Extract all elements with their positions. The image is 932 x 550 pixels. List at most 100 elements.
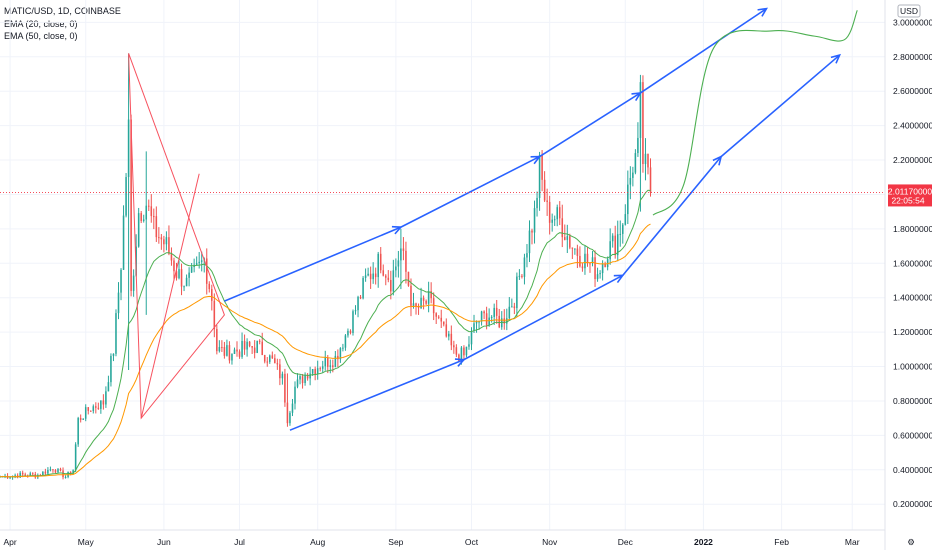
candle-body [367,273,369,276]
candle-body [526,253,528,258]
candle [127,53,130,370]
x-tick-label: Sep [388,537,403,547]
candle [586,247,589,267]
candle-body [256,340,258,353]
candle [483,310,485,320]
candle [233,347,236,355]
candle-body [470,330,473,345]
legend-ema50[interactable]: EMA (50, close, 0) [4,31,78,41]
candle [488,308,490,327]
candle [256,340,258,354]
candle-body [390,279,392,292]
candle-body [627,184,629,215]
candle [158,227,160,244]
candle-body [493,307,495,317]
candle-body [77,418,79,445]
candle-body [478,321,480,323]
candle-body [528,230,531,254]
candle-body [208,283,211,290]
candle [170,247,173,266]
x-tick-label: May [78,537,95,547]
candle-body [228,345,231,361]
candle [319,366,321,372]
candle-body [319,368,321,370]
candle [14,473,16,479]
candle-body [92,406,95,411]
candle [644,138,647,181]
candle-body [314,368,316,375]
legend-symbol[interactable]: MATIC/USD, 1D, COINBASE [4,6,121,16]
candle [647,153,649,175]
candle-body [621,224,624,234]
candle-body [178,269,180,279]
candle [84,404,87,422]
candle-body [377,253,379,278]
candle-body [198,261,200,264]
candle [533,200,536,244]
candle [344,334,347,351]
currency-label[interactable]: USD [900,6,918,16]
candle-body [425,300,427,304]
candle [79,414,82,423]
y-tick-label: 2.80000000 [893,52,932,62]
candle-body [581,266,584,269]
candle [629,166,632,200]
candle [490,315,493,323]
candle-body [163,239,165,245]
candle-body [450,333,453,346]
candle [508,297,511,321]
candle [387,270,390,283]
candle-body [263,355,266,362]
candle-body [480,311,483,322]
candle-body [541,155,543,180]
candle [531,228,533,245]
x-tick-label: Aug [310,537,325,547]
candle-body [211,289,213,301]
candle [513,302,516,315]
candle [105,386,107,408]
x-tick-label: Apr [3,537,16,547]
candle [470,327,473,351]
candle [213,293,216,338]
candle [160,234,163,250]
candle-body [44,471,47,474]
candle [637,122,639,157]
candle [589,262,591,273]
candle [198,252,200,269]
candle [132,269,135,297]
candle-body [639,82,642,138]
candle [516,272,518,318]
candle-body [112,353,115,356]
candle-body [521,275,523,277]
drawings [0,7,885,431]
candle [546,188,548,216]
candle-body [107,382,110,392]
candle [168,225,170,256]
candle-body [332,365,334,368]
candle [304,372,306,386]
candle-body [87,407,90,411]
candle [521,273,523,279]
candle [243,334,246,355]
candle-body [644,153,647,165]
ema-lines [0,189,651,478]
candle [145,151,148,315]
candle [142,214,145,223]
candle [253,340,256,359]
candle [442,321,445,327]
candle-body [632,172,634,178]
candle-body [374,273,377,278]
candle-body [19,472,21,478]
candle [569,233,571,250]
settings-gear-icon[interactable]: ⚙ [907,537,915,547]
candle [231,353,233,365]
legend-ema20[interactable]: EMA (20, close, 0) [4,18,78,29]
candle [309,366,311,386]
candle-body [513,306,516,309]
candle [584,245,586,275]
candle [619,220,622,247]
candle-body [248,341,251,347]
